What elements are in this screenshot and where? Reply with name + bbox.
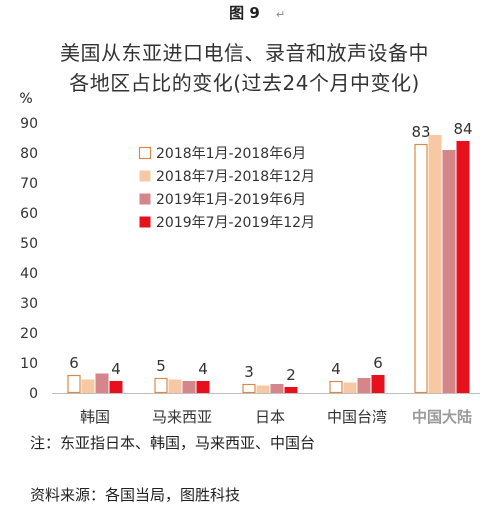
bar: [109, 381, 123, 393]
y-tick-label: 80: [20, 146, 38, 162]
bar: [67, 374, 81, 394]
bar: [168, 379, 182, 393]
y-tick-label: 30: [20, 296, 38, 312]
bar: [456, 141, 470, 393]
data-label: 4: [111, 360, 121, 378]
legend-label: 2019年1月-2019年6月: [156, 192, 306, 208]
x-tick-label: 韩国: [80, 408, 110, 426]
footnote: 注：东亚指日本、韩国，马来西亚、中国台: [30, 434, 316, 452]
x-tick-label: 中国大陆: [412, 408, 472, 426]
data-label: 2: [286, 366, 296, 384]
y-tick-label: 20: [20, 326, 38, 342]
paragraph-mark-icon: ↵: [276, 8, 286, 21]
y-axis-unit-label: %: [19, 91, 32, 107]
legend-label: 2019年7月-2019年12月: [156, 215, 315, 231]
data-label: 4: [331, 360, 341, 378]
bar: [256, 385, 270, 393]
chart-title: 美国从东亚进口电信、录音和放声设备中 各地区占比的变化(过去24个月中变化): [0, 38, 489, 98]
y-tick-label: 50: [20, 236, 38, 252]
bar: [414, 143, 428, 394]
data-label: 3: [244, 363, 254, 381]
bar: [428, 135, 442, 393]
data-label: 84: [453, 120, 472, 138]
legend-swatch: [139, 193, 151, 205]
bar: [81, 379, 95, 393]
data-label: 6: [69, 354, 79, 372]
y-tick-label: 0: [29, 386, 38, 402]
legend-swatch: [138, 146, 152, 160]
data-label: 4: [198, 360, 208, 378]
legend-label: 2018年7月-2018年12月: [156, 169, 315, 185]
figure-label: 图 9: [229, 4, 260, 22]
bar-chart: % 0 10 20 30 40 50 60 70 80 90 6 4 5 4 3 2 4 6 83 84 韩国 马来西亚 日本…: [19, 91, 480, 426]
x-tick-label: 马来西亚: [152, 408, 212, 426]
data-label: 83: [411, 123, 430, 141]
bar: [357, 378, 371, 393]
x-tick-label: 日本: [255, 408, 285, 426]
bar: [343, 382, 357, 393]
bar: [196, 381, 210, 393]
bar: [242, 383, 256, 394]
chart-title-line-1: 美国从东亚进口电信、录音和放声设备中: [60, 41, 429, 65]
y-tick-label: 60: [20, 206, 38, 222]
bar: [95, 373, 109, 393]
bar: [154, 377, 168, 394]
chart-title-line-2: 各地区占比的变化(过去24个月中变化): [69, 71, 420, 95]
bar: [442, 150, 456, 393]
source-note: 资料来源：各国当局，图胜科技: [30, 486, 241, 504]
legend-swatch: [139, 216, 151, 228]
legend-swatch: [139, 170, 151, 182]
legend-label: 2018年1月-2018年6月: [156, 146, 306, 162]
data-label: 5: [156, 357, 166, 375]
bar: [182, 381, 196, 393]
data-label: 6: [373, 354, 383, 372]
bar: [371, 375, 385, 393]
bar: [270, 384, 284, 393]
bar: [329, 380, 343, 394]
y-tick-label: 90: [20, 116, 38, 132]
y-tick-label: 40: [20, 266, 38, 282]
y-tick-label: 70: [20, 176, 38, 192]
x-tick-label: 中国台湾: [327, 408, 387, 426]
y-tick-label: 10: [20, 356, 38, 372]
bar: [284, 387, 298, 393]
